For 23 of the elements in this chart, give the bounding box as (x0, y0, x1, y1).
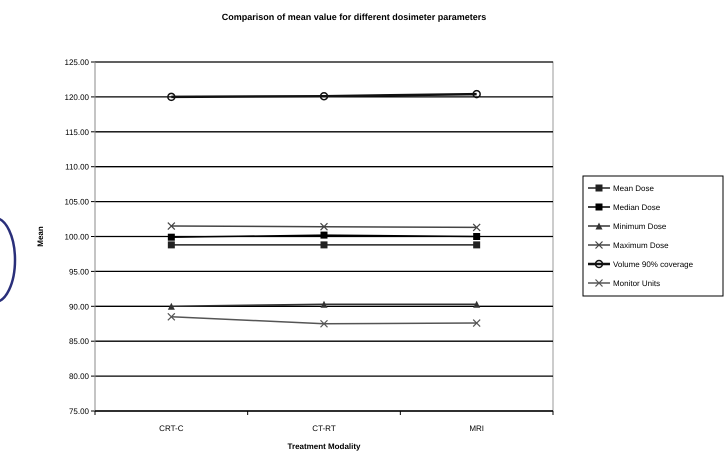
x-axis-title: Treatment Modality (288, 442, 361, 451)
x-tick-label: MRI (469, 424, 484, 433)
y-tick-label: 120.00 (64, 92, 90, 102)
y-tick-label: 95.00 (68, 267, 90, 276)
legend-label: Maximum Dose (613, 241, 670, 250)
y-tick-label: 75.00 (68, 407, 90, 416)
legend-label: Minimum Dose (613, 222, 667, 231)
legend-label: Median Dose (613, 203, 661, 212)
y-tick-label: 100.00 (64, 232, 90, 242)
chart-title: Comparison of mean value for different dosimeter parameters (222, 12, 486, 22)
y-axis-title: Mean (36, 226, 45, 247)
y-tick-label: 125.00 (64, 58, 90, 67)
legend-label: Volume 90% coverage (613, 260, 694, 269)
y-tick-label: 110.00 (65, 162, 90, 172)
legend-label: Monitor Units (613, 279, 660, 288)
y-tick-label: 80.00 (68, 372, 90, 382)
legend-label: Mean Dose (613, 184, 654, 193)
y-tick-label: 105.00 (64, 198, 90, 207)
y-tick-label: 85.00 (68, 337, 90, 346)
y-tick-label: 115.00 (65, 128, 90, 137)
x-tick-label: CRT-C (159, 424, 184, 433)
y-tick-label: 90.00 (68, 302, 90, 312)
x-tick-label: CT-RT (312, 424, 336, 433)
